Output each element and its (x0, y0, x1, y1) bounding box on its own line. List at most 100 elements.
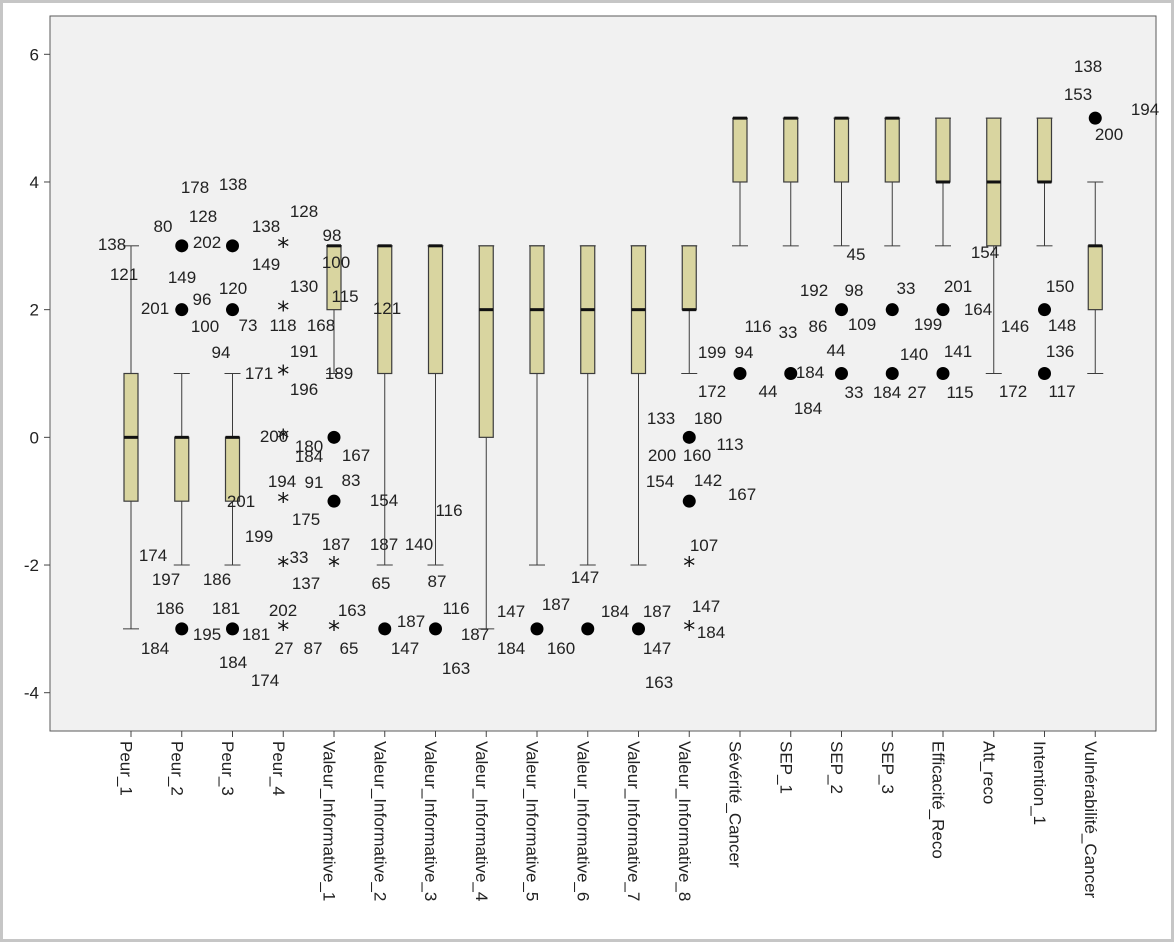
case-label: 160 (683, 446, 711, 465)
case-label: 115 (331, 287, 358, 306)
case-label: 73 (239, 316, 258, 335)
box (732, 117, 748, 183)
outlier-point (632, 622, 645, 636)
case-label: 199 (914, 315, 942, 334)
case-label: 172 (698, 382, 726, 401)
extreme-point: * (277, 552, 289, 580)
case-label: 184 (219, 653, 247, 672)
case-label: 117 (1048, 382, 1075, 401)
x-category-label: SEP_3 (878, 741, 897, 794)
outlier-point (835, 367, 848, 380)
case-label: 200 (648, 446, 676, 465)
case-label: 65 (372, 574, 391, 593)
case-label: 87 (428, 572, 447, 591)
case-label: 130 (290, 277, 318, 296)
outlier-point (327, 494, 341, 508)
outlier-point (885, 367, 899, 380)
y-tick-label: 4 (30, 173, 39, 192)
case-label: 199 (245, 527, 273, 546)
case-label: 86 (809, 317, 828, 336)
case-label: 200 (1095, 125, 1123, 144)
case-label: 201 (227, 492, 255, 511)
case-label: 184 (295, 447, 323, 466)
case-label: 187 (322, 535, 350, 554)
case-label: 33 (897, 279, 916, 298)
y-tick-label: -2 (24, 556, 39, 575)
case-label: 116 (744, 317, 771, 336)
box (935, 117, 951, 183)
case-label: 181 (212, 599, 240, 618)
case-label: 189 (325, 364, 353, 383)
box (783, 117, 799, 183)
case-label: 194 (268, 472, 296, 491)
case-label: 44 (759, 382, 778, 401)
box (833, 117, 850, 183)
case-label: 154 (370, 491, 398, 510)
case-label: 128 (290, 202, 318, 221)
case-label: 137 (292, 574, 320, 593)
case-label: 118 (269, 316, 296, 335)
case-label: 116 (442, 599, 469, 618)
case-label: 94 (212, 343, 231, 362)
case-label: 174 (251, 671, 279, 690)
x-category-label: Vulnérabilité_Cancer (1081, 741, 1100, 899)
case-label: 172 (999, 382, 1027, 401)
case-label: 100 (322, 253, 350, 272)
case-label: 192 (800, 281, 828, 300)
case-label: 149 (168, 268, 196, 287)
outlier-point (936, 367, 950, 380)
outlier-point (175, 239, 189, 253)
box (1036, 117, 1053, 183)
case-label: 138 (98, 235, 126, 254)
box (884, 117, 900, 183)
case-label: 164 (964, 300, 992, 319)
outlier-point (429, 622, 442, 636)
y-tick-label: 2 (30, 301, 39, 320)
x-category-label: Intention_1 (1030, 741, 1049, 825)
case-label: 184 (697, 623, 725, 642)
case-label: 171 (245, 364, 273, 383)
outlier-point (175, 303, 189, 317)
x-category-label: Peur_2 (167, 741, 186, 796)
case-label: 87 (304, 639, 323, 658)
case-label: 186 (156, 599, 184, 618)
extreme-point: * (328, 552, 340, 580)
outlier-point (226, 303, 239, 317)
case-label: 33 (290, 548, 309, 567)
outlier-point (682, 494, 696, 508)
extreme-point: * (683, 552, 695, 580)
extreme-point: * (277, 424, 289, 452)
extreme-point: * (277, 233, 289, 261)
outlier-point (378, 622, 392, 636)
x-category-label: Sévérité_Cancer (726, 741, 745, 868)
extreme-point: * (328, 616, 340, 644)
case-label: 98 (323, 226, 342, 245)
case-label: 180 (295, 437, 323, 456)
case-label: 138 (252, 217, 280, 236)
x-category-label: Valeur_Informative_7 (624, 741, 643, 901)
case-label: 115 (946, 383, 973, 402)
case-label: 148 (1048, 316, 1076, 335)
box (1087, 245, 1103, 311)
case-label: 33 (779, 323, 798, 342)
outlier-point (885, 303, 899, 317)
case-label: 154 (646, 472, 674, 491)
case-label: 147 (571, 568, 599, 587)
outlier-point (226, 239, 239, 253)
case-label: 180 (694, 409, 722, 428)
outlier-point (835, 303, 848, 317)
case-label: 153 (1064, 85, 1092, 104)
case-label: 184 (873, 383, 901, 402)
case-label: 150 (1046, 277, 1074, 296)
case-label: 197 (152, 570, 180, 589)
outlier-point (784, 367, 798, 380)
case-label: 175 (292, 510, 320, 529)
case-label: 202 (193, 233, 221, 252)
case-label: 196 (290, 380, 318, 399)
outlier-point (1038, 367, 1051, 380)
case-label: 147 (643, 639, 671, 658)
case-label: 98 (845, 281, 864, 300)
case-label: 178 (181, 178, 209, 197)
case-label: 174 (139, 546, 167, 565)
